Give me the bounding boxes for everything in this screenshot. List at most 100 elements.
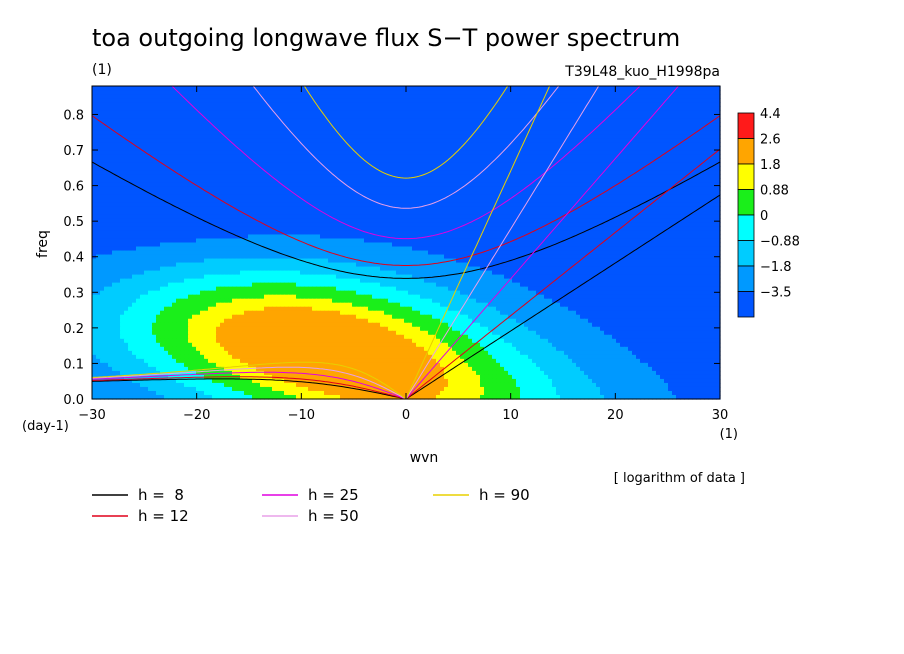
heatmap-cell xyxy=(420,202,425,207)
heatmap-cell xyxy=(688,138,693,143)
heatmap-cell xyxy=(540,186,545,191)
heatmap-cell xyxy=(396,198,401,203)
heatmap-cell xyxy=(596,158,601,163)
heatmap-cell xyxy=(352,198,357,203)
heatmap-cell xyxy=(580,202,585,207)
heatmap-cell xyxy=(432,90,437,95)
heatmap-cell xyxy=(336,150,341,155)
heatmap-cell xyxy=(360,122,365,127)
heatmap-cell xyxy=(464,198,469,203)
heatmap-cell xyxy=(708,202,713,207)
heatmap-cell xyxy=(204,202,209,207)
heatmap-cell xyxy=(468,102,473,107)
heatmap-cell xyxy=(704,194,709,199)
heatmap-cell xyxy=(96,138,101,143)
heatmap-cell xyxy=(452,174,457,179)
chart-title: toa outgoing longwave flux S−T power spe… xyxy=(92,24,680,52)
heatmap-cell xyxy=(232,194,237,199)
heatmap-cell xyxy=(536,138,541,143)
heatmap-cell xyxy=(144,210,149,216)
heatmap-cell xyxy=(340,166,345,171)
heatmap-cell xyxy=(292,138,297,143)
heatmap-cell xyxy=(96,202,101,207)
heatmap-cell xyxy=(332,90,337,95)
heatmap-cell xyxy=(288,194,293,199)
heatmap-cell xyxy=(352,154,357,159)
heatmap-cell xyxy=(92,182,97,187)
heatmap-cell xyxy=(400,106,405,111)
heatmap-cell xyxy=(648,206,653,211)
heatmap-cell xyxy=(224,126,229,131)
heatmap-cell xyxy=(516,182,521,187)
heatmap-cell xyxy=(624,126,629,131)
heatmap-cell xyxy=(616,194,621,199)
heatmap-cell xyxy=(600,150,605,155)
heatmap-cell xyxy=(520,198,525,203)
heatmap-cell xyxy=(172,94,177,99)
heatmap-cell xyxy=(428,126,433,131)
heatmap-cell xyxy=(696,106,701,111)
heatmap-cell xyxy=(260,154,265,159)
heatmap-cell xyxy=(168,150,173,155)
heatmap-cell xyxy=(372,118,377,123)
heatmap-cell xyxy=(648,194,653,199)
heatmap-cell xyxy=(156,94,161,99)
heatmap-cell xyxy=(492,134,497,139)
heatmap-cell xyxy=(148,134,153,139)
heatmap-cell xyxy=(304,166,309,171)
heatmap-cell xyxy=(468,154,473,159)
heatmap-cell xyxy=(452,110,457,115)
heatmap-cell xyxy=(244,198,249,203)
heatmap-cell xyxy=(580,86,585,91)
heatmap-cell xyxy=(356,138,361,143)
heatmap-cell xyxy=(496,118,501,123)
heatmap-cell xyxy=(284,178,289,183)
heatmap-cell xyxy=(500,162,505,167)
heatmap-cell xyxy=(360,150,365,155)
heatmap-cell xyxy=(300,138,305,143)
heatmap-cell xyxy=(576,150,581,155)
heatmap-cell xyxy=(708,170,713,175)
heatmap-cell xyxy=(572,210,577,216)
heatmap-cell xyxy=(412,94,417,99)
heatmap-cell xyxy=(484,182,489,187)
heatmap-cell xyxy=(592,186,597,191)
heatmap-cell xyxy=(512,130,517,135)
heatmap-cell xyxy=(132,122,137,127)
heatmap-cell xyxy=(460,114,465,119)
heatmap-cell xyxy=(224,158,229,163)
heatmap-cell xyxy=(564,118,569,123)
heatmap-cell xyxy=(196,138,201,143)
heatmap-cell xyxy=(440,142,445,147)
heatmap-cell xyxy=(444,178,449,183)
heatmap-cell xyxy=(544,170,549,175)
heatmap-cell xyxy=(268,86,273,91)
heatmap-cell xyxy=(540,134,545,139)
heatmap-cell xyxy=(596,126,601,131)
heatmap-cell xyxy=(560,166,565,171)
heatmap-cell xyxy=(316,154,321,159)
heatmap-cell xyxy=(384,118,389,123)
heatmap-cell xyxy=(680,182,685,187)
heatmap-cell xyxy=(620,138,625,143)
heatmap-cell xyxy=(356,130,361,135)
heatmap-cell xyxy=(468,106,473,111)
heatmap-cell xyxy=(620,146,625,151)
heatmap-cell xyxy=(384,162,389,167)
heatmap-cell xyxy=(168,118,173,123)
heatmap-cell xyxy=(564,186,569,191)
heatmap-cell xyxy=(444,126,449,131)
heatmap-cell xyxy=(216,86,221,91)
heatmap-cell xyxy=(688,198,693,203)
heatmap-cell xyxy=(316,114,321,119)
heatmap-cell xyxy=(340,178,345,183)
heatmap-cell xyxy=(524,130,529,135)
heatmap-cell xyxy=(108,186,113,191)
heatmap-cell xyxy=(632,150,637,155)
heatmap-cell xyxy=(180,130,185,135)
heatmap-cell xyxy=(180,178,185,183)
heatmap-cell xyxy=(512,146,517,151)
heatmap-cell xyxy=(480,194,485,199)
heatmap-cell xyxy=(120,118,125,123)
heatmap-cell xyxy=(448,154,453,159)
